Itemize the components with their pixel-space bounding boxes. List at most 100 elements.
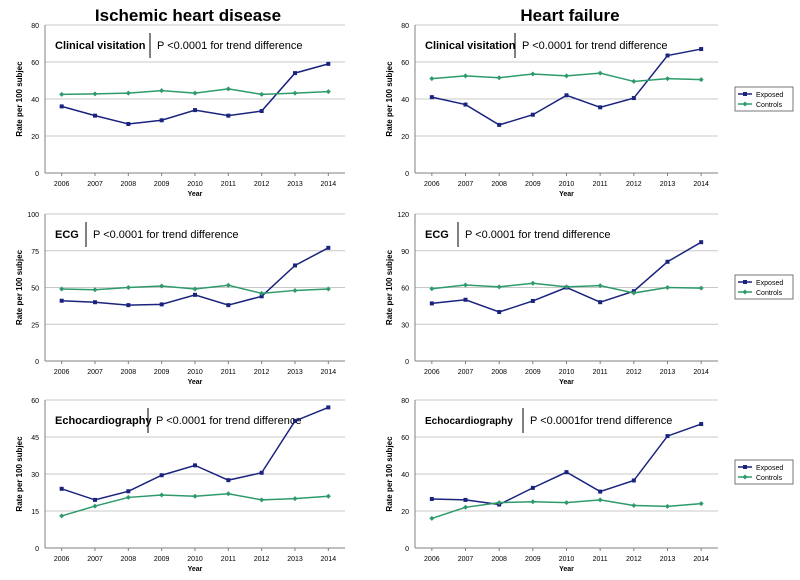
x-tick-label: 2012 [254, 181, 270, 188]
series-line-exposed [431, 241, 702, 313]
y-tick-label: 60 [401, 60, 409, 67]
data-point-exposed [530, 485, 535, 490]
y-tick-label: 50 [31, 286, 39, 293]
data-point-exposed [463, 297, 468, 302]
data-point-exposed [59, 104, 64, 109]
data-point-controls [125, 90, 131, 96]
data-point-controls [564, 284, 569, 290]
data-point-exposed [126, 121, 131, 126]
y-tick-label: 100 [27, 212, 39, 219]
y-tick-label: 60 [401, 286, 409, 293]
y-tick-label: 0 [405, 171, 409, 178]
data-point-exposed [598, 300, 603, 305]
data-point-controls [463, 73, 468, 79]
x-tick-label: 2008 [121, 181, 137, 188]
y-axis-label: Rate per 100 subjec [15, 61, 24, 137]
x-tick-label: 2008 [121, 369, 137, 376]
legend-label-controls: Controls [756, 475, 783, 482]
data-point-exposed [530, 298, 535, 303]
legend: Exposed Controls [734, 274, 794, 300]
x-tick-label: 2010 [187, 369, 203, 376]
data-point-controls [698, 501, 704, 507]
data-point-controls [429, 286, 435, 292]
data-point-controls [530, 71, 536, 77]
data-point-controls [125, 285, 131, 290]
p-value-annotation: P <0.0001for trend difference [530, 415, 672, 427]
y-tick-label: 45 [31, 435, 39, 442]
data-point-exposed [93, 497, 97, 502]
data-point-controls [292, 496, 298, 502]
chart-hf-clinical: 0 20 40 60 80 2006 2007 2008 2009 2010 2011 2012 201… [385, 23, 794, 198]
y-axis-label: Rate per 100 subjec [385, 436, 394, 512]
x-tick-label: 2010 [559, 369, 575, 376]
data-point-exposed [665, 434, 670, 439]
y-tick-label: 60 [31, 398, 39, 405]
chart-title: ECG [55, 229, 79, 241]
y-axis-label: Rate per 100 subjec [385, 249, 394, 325]
series-line-exposed [431, 423, 702, 506]
legend-label-controls: Controls [756, 102, 783, 109]
legend-box [734, 459, 794, 485]
x-tick-label: 2012 [626, 181, 642, 188]
x-tick-label: 2010 [559, 181, 575, 188]
x-tick-label: 2009 [525, 556, 541, 563]
data-point-controls [530, 499, 536, 505]
data-point-exposed [159, 302, 164, 307]
data-point-exposed [326, 245, 331, 250]
legend-marker-exposed [743, 465, 747, 469]
x-tick-label: 2006 [424, 556, 440, 563]
x-axis-label: Year [559, 379, 574, 386]
data-point-controls [665, 76, 670, 82]
y-tick-label: 80 [401, 398, 409, 405]
legend-marker-controls [742, 101, 748, 107]
y-tick-label: 60 [31, 60, 39, 67]
x-tick-label: 2011 [221, 556, 236, 563]
data-point-controls [159, 283, 165, 289]
data-point-controls [225, 282, 231, 288]
data-point-controls [429, 76, 435, 82]
data-point-exposed [564, 470, 569, 475]
y-tick-label: 80 [401, 23, 409, 30]
x-tick-label: 2006 [54, 181, 70, 188]
data-point-controls [564, 73, 569, 79]
legend-label-exposed: Exposed [756, 465, 783, 472]
chart-title: Clinical visitation [55, 40, 146, 52]
data-point-controls [496, 500, 502, 506]
x-tick-label: 2013 [660, 181, 676, 188]
y-tick-label: 20 [401, 509, 409, 516]
x-axis-label: Year [559, 566, 574, 573]
data-point-exposed [598, 105, 603, 110]
legend-marker-controls [742, 289, 748, 295]
chart-hf-echo: 0 20 40 60 80 2006 2007 2008 2009 2010 2011 2012 201… [385, 398, 794, 573]
y-axis-label: Rate per 100 subjec [385, 61, 394, 137]
legend-label-exposed: Exposed [756, 280, 783, 287]
data-point-exposed [226, 113, 231, 118]
chart-hf-ecg: 0 30 60 90 120 2006 2007 2008 2009 2010 2011 2012 20… [385, 212, 794, 386]
x-axis-label: Year [188, 379, 203, 386]
x-tick-label: 2007 [87, 181, 103, 188]
data-point-exposed [93, 300, 97, 305]
data-point-controls [665, 285, 670, 290]
data-point-exposed [665, 53, 670, 58]
x-tick-label: 2009 [154, 369, 170, 376]
x-tick-label: 2011 [593, 556, 608, 563]
data-point-exposed [530, 112, 535, 117]
data-point-exposed [259, 109, 264, 114]
data-point-controls [259, 290, 265, 296]
x-tick-label: 2009 [154, 181, 170, 188]
x-tick-label: 2014 [693, 556, 709, 563]
legend-box [734, 86, 794, 112]
data-point-exposed [59, 486, 64, 491]
data-point-controls [325, 286, 331, 292]
x-tick-label: 2012 [254, 556, 270, 563]
x-tick-label: 2008 [491, 369, 507, 376]
data-point-controls [292, 287, 298, 293]
y-tick-label: 80 [31, 23, 39, 30]
data-point-controls [698, 285, 704, 291]
data-point-controls [59, 286, 65, 292]
data-point-controls [292, 90, 298, 96]
chart-title: Echocardiography [425, 416, 513, 427]
data-point-exposed [326, 405, 331, 410]
data-point-exposed [293, 263, 297, 268]
x-tick-label: 2008 [491, 556, 507, 563]
